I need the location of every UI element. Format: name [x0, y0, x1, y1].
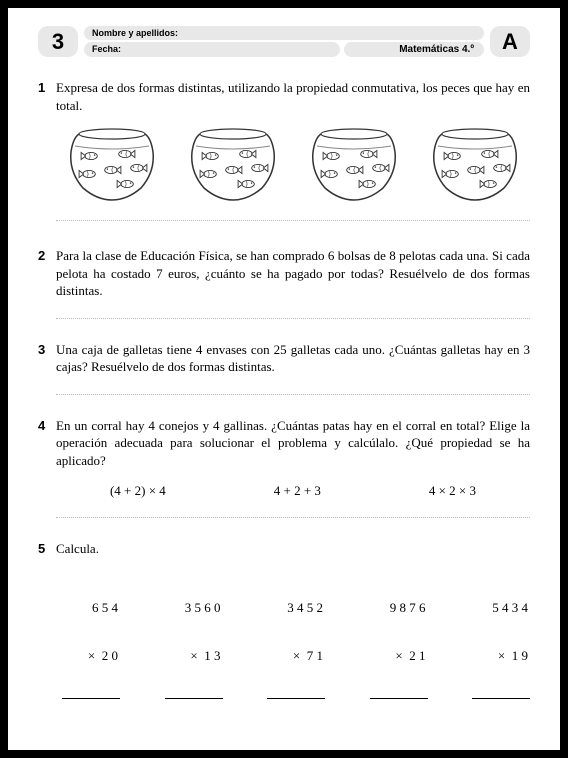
multiplicand: 5 4 3 4 — [472, 600, 530, 616]
exercise-text: Para la clase de Educación Física, se ha… — [56, 247, 530, 300]
calc-line — [370, 698, 428, 699]
calculations-row: 6 5 4 × 2 0 3 5 6 0 × 1 3 3 4 5 2 × 7 1 … — [62, 568, 530, 731]
subject-field: Matemáticas 4.º — [344, 42, 484, 57]
exercise-1: 1 Expresa de dos formas distintas, utili… — [38, 79, 530, 221]
fishbowl-row — [56, 124, 530, 202]
operation-option: 4 × 2 × 3 — [429, 483, 476, 499]
multiplication: 3 5 6 0 × 1 3 — [165, 568, 223, 731]
calc-line — [472, 698, 530, 699]
operation-option: 4 + 2 + 3 — [274, 483, 321, 499]
multiplication: 3 4 5 2 × 7 1 — [267, 568, 325, 731]
multiplicand: 6 5 4 — [62, 600, 120, 616]
multiplication: 6 5 4 × 2 0 — [62, 568, 120, 731]
page-number: 3 — [38, 26, 78, 57]
name-field: Nombre y apellidos: — [84, 26, 484, 40]
answer-line — [56, 517, 530, 518]
operation-option: (4 + 2) × 4 — [110, 483, 166, 499]
header-fields: Nombre y apellidos: Fecha: Matemáticas 4… — [84, 26, 484, 57]
answer-line — [56, 220, 530, 221]
multiplicand: 3 4 5 2 — [267, 600, 325, 616]
exercise-number: 3 — [38, 341, 50, 376]
multiplicand: 9 8 7 6 — [370, 600, 428, 616]
date-field: Fecha: — [84, 42, 340, 57]
header: 3 Nombre y apellidos: Fecha: Matemáticas… — [38, 26, 530, 57]
multiplier: × 2 1 — [370, 648, 428, 664]
fishbowl-icon — [186, 124, 280, 202]
exercise-4: 4 En un corral hay 4 conejos y 4 gallina… — [38, 417, 530, 519]
exercise-text: Calcula. — [56, 540, 530, 558]
operations-row: (4 + 2) × 4 4 + 2 + 3 4 × 2 × 3 — [56, 483, 530, 499]
exercise-5: 5 Calcula. 6 5 4 × 2 0 3 5 6 0 × 1 3 3 4… — [38, 540, 530, 731]
calc-line — [267, 698, 325, 699]
exercise-number: 4 — [38, 417, 50, 470]
multiplicand: 3 5 6 0 — [165, 600, 223, 616]
multiplier: × 7 1 — [267, 648, 325, 664]
worksheet-page: 3 Nombre y apellidos: Fecha: Matemáticas… — [8, 8, 560, 750]
multiplication: 9 8 7 6 × 2 1 — [370, 568, 428, 731]
variant-letter: A — [490, 26, 530, 57]
multiplier: × 1 3 — [165, 648, 223, 664]
calc-line — [62, 698, 120, 699]
multiplication: 5 4 3 4 × 1 9 — [472, 568, 530, 731]
exercise-number: 1 — [38, 79, 50, 114]
fishbowl-icon — [65, 124, 159, 202]
multiplier: × 2 0 — [62, 648, 120, 664]
exercise-2: 2 Para la clase de Educación Física, se … — [38, 247, 530, 319]
multiplier: × 1 9 — [472, 648, 530, 664]
fishbowl-icon — [428, 124, 522, 202]
answer-line — [56, 394, 530, 395]
exercise-number: 2 — [38, 247, 50, 300]
exercise-text: Expresa de dos formas distintas, utiliza… — [56, 79, 530, 114]
exercise-number: 5 — [38, 540, 50, 558]
calc-line — [165, 698, 223, 699]
exercise-text: Una caja de galletas tiene 4 envases con… — [56, 341, 530, 376]
fishbowl-icon — [307, 124, 401, 202]
answer-line — [56, 318, 530, 319]
exercise-text: En un corral hay 4 conejos y 4 gallinas.… — [56, 417, 530, 470]
exercise-3: 3 Una caja de galletas tiene 4 envases c… — [38, 341, 530, 395]
